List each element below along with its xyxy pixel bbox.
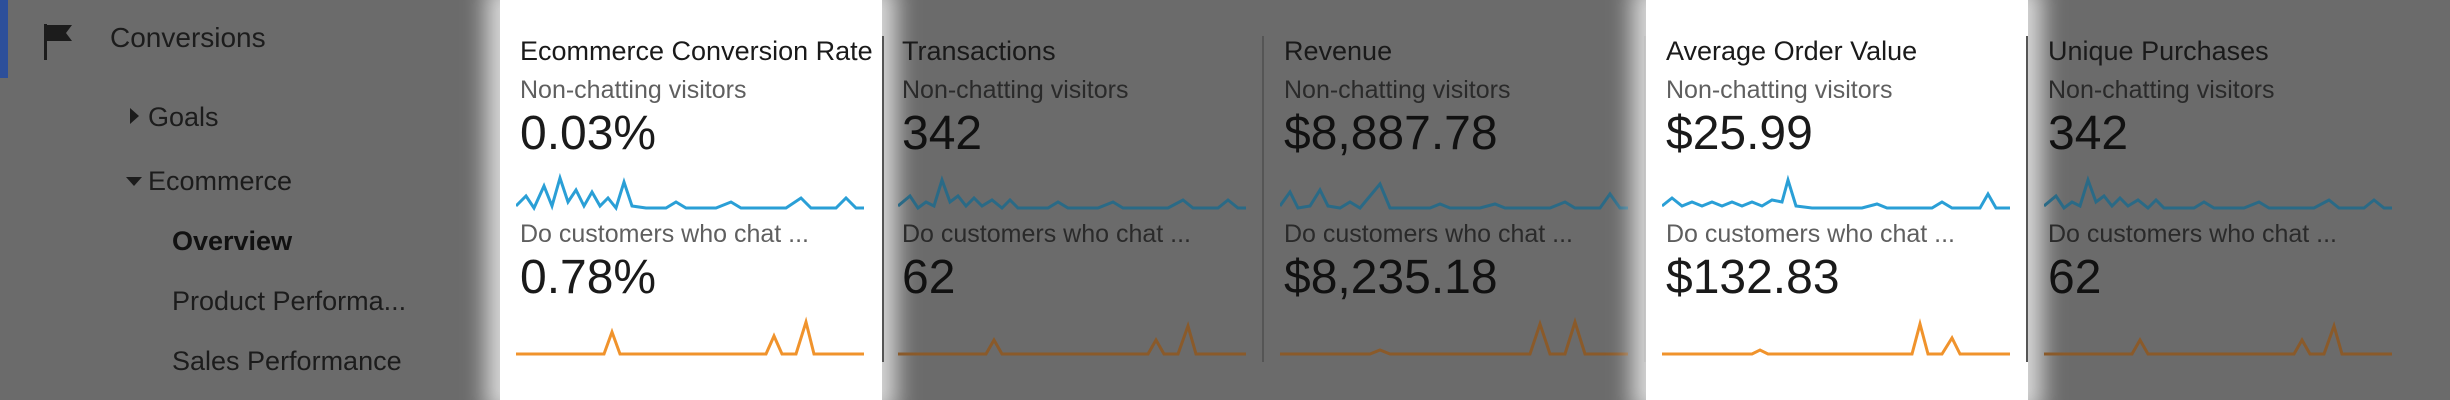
metric-value: $8,887.78 xyxy=(1284,107,1498,160)
segment-label: Non-chatting visitors xyxy=(902,76,1129,104)
sidebar-item-overview[interactable]: Overview xyxy=(172,226,293,256)
metric-value: $25.99 xyxy=(1666,107,1813,160)
caret-down-icon xyxy=(126,177,142,186)
metric-title: Ecommerce Conversion Rate xyxy=(520,36,873,66)
sparkline-blue xyxy=(1662,174,2010,210)
sparkline-blue xyxy=(1280,181,1628,210)
sparkline-orange xyxy=(516,316,864,356)
metric-value: $8,235.18 xyxy=(1284,251,1498,304)
metric-value: 342 xyxy=(902,107,983,160)
active-indicator xyxy=(0,0,8,78)
sparkline-line xyxy=(1280,181,1628,210)
metric-panel-conversion-rate[interactable]: Ecommerce Conversion Rate Non-chatting v… xyxy=(500,0,882,400)
sidebar-item-goals[interactable]: Goals xyxy=(148,102,219,132)
metric-value: 62 xyxy=(2048,251,2102,304)
segment-label: Non-chatting visitors xyxy=(2048,76,2275,104)
sparkline-line xyxy=(516,172,864,212)
sparkline-line xyxy=(898,175,1246,211)
sparkline-line xyxy=(1280,316,1628,356)
segment-label: Do customers who chat ... xyxy=(1666,220,1956,248)
sidebar: Conversions Goals Ecommerce Overview Pro… xyxy=(0,0,480,400)
metric-title: Transactions xyxy=(902,36,1056,66)
metric-value: $132.83 xyxy=(1666,251,1840,304)
sparkline-orange xyxy=(898,321,1246,356)
metric-value: 62 xyxy=(902,251,956,304)
metric-title: Unique Purchases xyxy=(2048,36,2269,66)
flag-icon xyxy=(44,24,72,60)
metric-value: 0.78% xyxy=(520,251,657,304)
sparkline-line xyxy=(1662,174,2010,210)
metric-title: Average Order Value xyxy=(1666,36,1918,66)
segment-label: Non-chatting visitors xyxy=(1284,76,1511,104)
metric-value: 0.03% xyxy=(520,107,657,160)
sidebar-item-conversions[interactable]: Conversions xyxy=(110,22,266,53)
metric-panel-unique-purchases[interactable]: Unique Purchases Non-chatting visitors 3… xyxy=(2028,0,2410,400)
sparkline-blue xyxy=(898,175,1246,211)
sparkline-orange xyxy=(2044,321,2392,356)
metric-title: Revenue xyxy=(1284,36,1393,66)
segment-label: Do customers who chat ... xyxy=(1284,220,1574,248)
caret-right-icon xyxy=(130,108,139,124)
metric-panel-transactions[interactable]: Transactions Non-chatting visitors 342 D… xyxy=(882,0,1264,400)
sidebar-item-ecommerce[interactable]: Ecommerce xyxy=(148,166,293,196)
sparkline-orange xyxy=(1662,318,2010,356)
sparkline-line xyxy=(516,316,864,356)
sparkline-line xyxy=(2044,321,2392,356)
panel-divider xyxy=(1644,36,1646,362)
panel-divider xyxy=(2026,36,2028,362)
segment-label: Do customers who chat ... xyxy=(520,220,810,248)
sparkline-line xyxy=(898,321,1246,356)
metric-value: 342 xyxy=(2048,107,2129,160)
panel-divider xyxy=(882,36,884,362)
metric-panel-revenue[interactable]: Revenue Non-chatting visitors $8,887.78 … xyxy=(1264,0,1646,400)
metric-panel-average-order-value[interactable]: Average Order Value Non-chatting visitor… xyxy=(1646,0,2028,400)
segment-label: Do customers who chat ... xyxy=(2048,220,2338,248)
segment-label: Non-chatting visitors xyxy=(1666,76,1893,104)
segment-label: Do customers who chat ... xyxy=(902,220,1192,248)
sparkline-blue xyxy=(2044,175,2392,211)
sparkline-line xyxy=(1662,318,2010,356)
sparkline-orange xyxy=(1280,316,1628,356)
sparkline-blue xyxy=(516,172,864,212)
panel-divider xyxy=(1262,36,1264,362)
sidebar-item-product-performance[interactable]: Product Performa... xyxy=(172,286,407,316)
sparkline-line xyxy=(2044,175,2392,211)
sidebar-item-sales-performance[interactable]: Sales Performance xyxy=(172,346,402,376)
segment-label: Non-chatting visitors xyxy=(520,76,747,104)
